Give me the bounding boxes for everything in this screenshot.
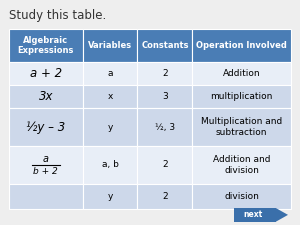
- Bar: [137, 29, 192, 62]
- Text: b + 2: b + 2: [33, 167, 58, 176]
- Bar: [9, 108, 82, 146]
- Bar: [137, 62, 192, 85]
- Text: 2: 2: [162, 69, 168, 78]
- Text: 3: 3: [162, 92, 168, 101]
- Text: a, b: a, b: [102, 160, 118, 169]
- Bar: [9, 85, 82, 108]
- Text: ½, 3: ½, 3: [155, 123, 175, 132]
- Text: multiplication: multiplication: [211, 92, 273, 101]
- Text: a + 2: a + 2: [30, 67, 62, 80]
- Polygon shape: [276, 208, 288, 222]
- Bar: [192, 108, 291, 146]
- Text: Constants: Constants: [141, 41, 189, 50]
- Bar: [137, 108, 192, 146]
- Text: x: x: [107, 92, 113, 101]
- Bar: [82, 146, 137, 184]
- Bar: [192, 184, 291, 209]
- Text: Variables: Variables: [88, 41, 132, 50]
- Bar: [82, 29, 137, 62]
- Text: Operation Involved: Operation Involved: [196, 41, 287, 50]
- Text: next: next: [243, 210, 262, 219]
- Text: 2: 2: [162, 160, 168, 169]
- Text: y: y: [107, 123, 113, 132]
- Text: a: a: [107, 69, 113, 78]
- Bar: [137, 146, 192, 184]
- Text: Addition: Addition: [223, 69, 260, 78]
- Text: 3x: 3x: [39, 90, 53, 103]
- Bar: [192, 146, 291, 184]
- Bar: [9, 146, 82, 184]
- Text: Addition and
division: Addition and division: [213, 155, 270, 175]
- Bar: [192, 62, 291, 85]
- Bar: [137, 85, 192, 108]
- Bar: [82, 85, 137, 108]
- Bar: [82, 62, 137, 85]
- Text: Algebraic
Expressions: Algebraic Expressions: [18, 36, 74, 55]
- Bar: [82, 108, 137, 146]
- Bar: [9, 29, 82, 62]
- Bar: [192, 29, 291, 62]
- Text: 2: 2: [162, 192, 168, 201]
- Text: a: a: [43, 154, 49, 164]
- Bar: [137, 184, 192, 209]
- Text: y: y: [107, 192, 113, 201]
- Text: ½y – 3: ½y – 3: [26, 121, 65, 134]
- Text: division: division: [224, 192, 259, 201]
- Bar: [9, 62, 82, 85]
- Bar: [9, 184, 82, 209]
- Text: Multiplication and
subtraction: Multiplication and subtraction: [201, 117, 282, 137]
- Bar: [192, 85, 291, 108]
- Bar: [82, 184, 137, 209]
- Text: Study this table.: Study this table.: [9, 9, 106, 22]
- Bar: [234, 208, 276, 222]
